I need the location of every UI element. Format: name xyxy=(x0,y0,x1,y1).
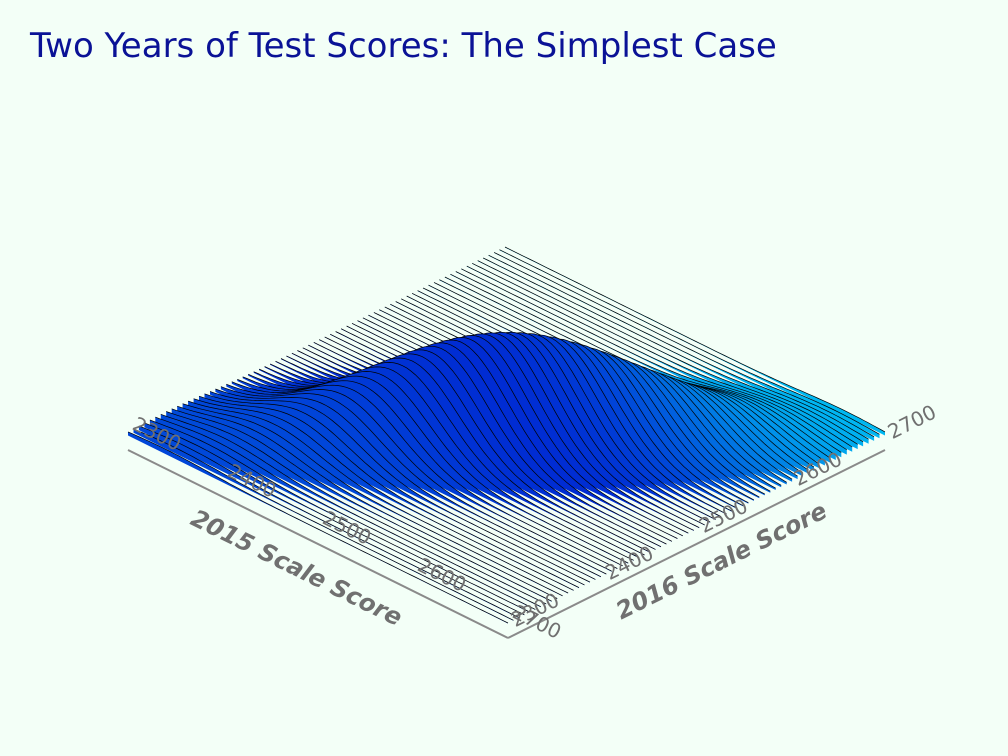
surface-fill-row xyxy=(149,420,530,613)
surface-grid-line xyxy=(198,395,580,588)
surface-grid-line xyxy=(133,428,514,621)
surface-grid-line xyxy=(231,381,612,572)
surface-fill-row xyxy=(144,422,525,616)
surface-grid-line xyxy=(171,408,552,602)
surface-grid-line xyxy=(138,425,520,618)
surface-fill-row xyxy=(160,414,541,608)
surface-grid-line xyxy=(466,265,847,450)
surface-grid-line xyxy=(166,411,547,605)
surface-grid-line xyxy=(493,252,875,438)
surface-grid-line xyxy=(149,419,531,613)
y-axis-line xyxy=(507,449,886,639)
surface-grid-line xyxy=(193,398,574,591)
surface-grid-line xyxy=(182,403,563,597)
surface-grid-line xyxy=(177,405,558,599)
y-tick-label: 2700 xyxy=(884,400,940,444)
surface-grid-line xyxy=(477,260,858,445)
chart-title: Two Years of Test Scores: The Simplest C… xyxy=(30,26,777,66)
surface-grid-line xyxy=(155,416,536,610)
surface-grid-line xyxy=(204,393,585,586)
surface-fill-row xyxy=(138,425,519,619)
surface-grid-line xyxy=(488,254,869,440)
surface-grid-line xyxy=(220,386,602,578)
x-axis-title: 2015 Scale Score xyxy=(186,504,406,632)
surface-grid-line xyxy=(482,257,864,443)
x-axis-line xyxy=(127,449,509,639)
surface-grid-line xyxy=(455,271,836,456)
surface-grid-line xyxy=(160,413,541,608)
surface-grid-line xyxy=(127,431,509,624)
surface-grid-line xyxy=(237,378,618,569)
surface-grid-line xyxy=(187,400,569,594)
surface-grid-line xyxy=(215,388,596,580)
surface-grid-line xyxy=(499,249,880,435)
surface-fill-row xyxy=(155,417,536,610)
surface-layer xyxy=(127,246,886,624)
surface-grid-line xyxy=(472,262,853,448)
surface-grid-line xyxy=(461,268,842,453)
surface-grid-line xyxy=(504,246,886,433)
surface-grid-line xyxy=(209,391,591,583)
surface-grid-line xyxy=(226,383,607,575)
surface-grid-line xyxy=(144,422,525,616)
